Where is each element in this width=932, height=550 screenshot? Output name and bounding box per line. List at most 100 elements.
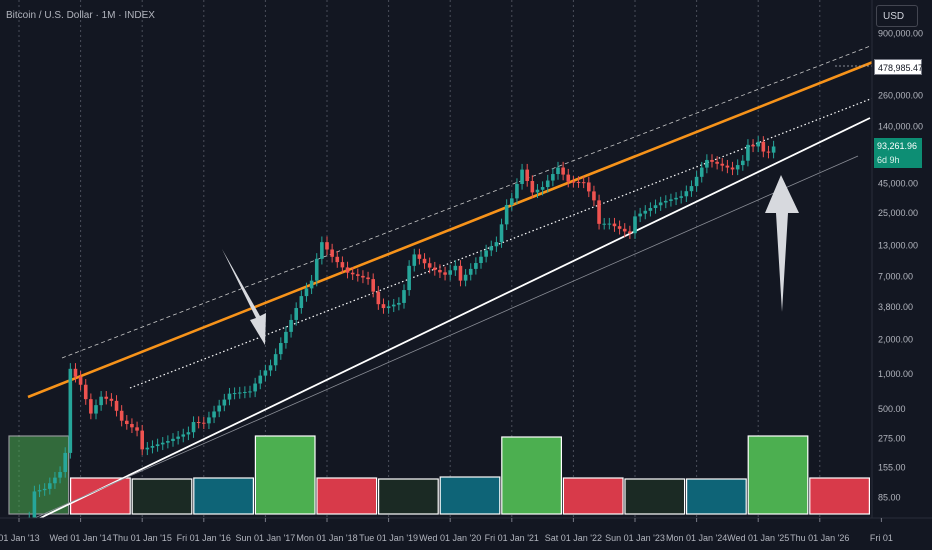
candle-body <box>648 208 653 211</box>
candle-body <box>83 384 88 400</box>
candle-body <box>99 396 103 406</box>
candle-body <box>391 304 396 307</box>
currency-button[interactable]: USD <box>876 5 918 27</box>
x-tick-label: 01 Jan '13 <box>0 533 40 543</box>
candle-body <box>335 256 340 263</box>
candle-body <box>171 438 175 442</box>
candle-body <box>489 246 494 251</box>
candle-body <box>422 258 427 264</box>
candle-body <box>63 452 67 473</box>
candle-body <box>361 275 365 278</box>
resistance-line <box>27 60 874 399</box>
candle-body <box>243 391 247 393</box>
candle-body <box>592 191 596 201</box>
candle-body <box>463 274 468 281</box>
candle-body <box>571 181 576 183</box>
cycle-block <box>254 435 316 515</box>
candle-body <box>551 174 555 181</box>
candle-body <box>222 399 227 406</box>
countdown-label: 6d 9h <box>874 152 922 168</box>
current-price-label: 93,261.96 <box>874 138 922 154</box>
cycle-block <box>378 478 439 515</box>
candle-body <box>345 267 350 273</box>
y-tick-label: 45,000.00 <box>878 178 918 188</box>
candle-body <box>705 159 709 168</box>
x-tick-label: Sun 01 Jan '23 <box>605 533 665 543</box>
candle-body <box>294 308 298 320</box>
candle-body <box>735 165 740 170</box>
upper-dashed-line <box>61 44 874 359</box>
candle-body <box>320 242 324 259</box>
candle-body <box>730 167 735 170</box>
candle-body <box>397 302 401 305</box>
cycle-block <box>193 477 255 515</box>
candle-body <box>340 262 345 268</box>
candle-body <box>227 393 232 400</box>
x-tick-label: Mon 01 Jan '18 <box>296 533 357 543</box>
candle-body <box>679 196 683 198</box>
lower-thin-line <box>29 155 859 521</box>
candle-body <box>237 392 242 394</box>
y-tick-label: 275.00 <box>878 434 906 444</box>
candle-body <box>427 263 432 268</box>
candle-body <box>114 400 119 411</box>
candle-body <box>474 263 478 269</box>
candle-body <box>643 210 648 214</box>
candle-body <box>68 368 73 453</box>
candle-body <box>166 441 170 443</box>
candle-body <box>299 296 304 309</box>
candle-body <box>653 205 658 209</box>
candle-body <box>325 242 329 250</box>
y-tick-label: 13,000.00 <box>878 241 918 251</box>
cycle-block <box>747 435 809 515</box>
candle-body <box>545 180 550 188</box>
candle-body <box>504 204 509 225</box>
candle-body <box>412 254 417 266</box>
candle-body <box>433 267 437 270</box>
candle-body <box>253 383 257 392</box>
chart-title: Bitcoin / U.S. Dollar · 1M · INDEX <box>6 10 155 21</box>
candle-body <box>268 365 273 371</box>
candle-body <box>479 256 483 264</box>
candle-body <box>207 417 211 424</box>
candle-body <box>37 490 42 492</box>
candle-body <box>494 242 499 247</box>
candle-body <box>273 354 278 366</box>
candle-body <box>104 396 109 399</box>
candle-body <box>669 199 673 201</box>
candle-body <box>330 249 334 257</box>
candle-body <box>94 405 98 414</box>
candle-body <box>376 291 381 305</box>
candle-body <box>674 197 678 200</box>
candle-body <box>658 202 663 206</box>
candle-body <box>556 167 560 175</box>
candle-body <box>725 165 730 168</box>
candle-body <box>217 405 221 412</box>
down-arrow-icon <box>222 249 266 345</box>
candle-body <box>720 163 725 166</box>
candle-body <box>468 268 473 275</box>
x-tick-label: Fri 01 Jan '16 <box>177 533 231 543</box>
candle-body <box>284 331 288 344</box>
candle-body <box>443 272 447 275</box>
candle-body <box>125 420 129 425</box>
candle-body <box>119 410 124 421</box>
candle-body <box>196 422 201 424</box>
candle-body <box>407 265 411 291</box>
candle-body <box>89 399 93 414</box>
candle-body <box>746 144 750 161</box>
up-arrow-icon <box>765 175 799 312</box>
candle-body <box>140 430 144 450</box>
x-tick-label: Mon 01 Jan '24 <box>666 533 727 543</box>
cycle-block <box>624 478 686 515</box>
candle-body <box>761 141 766 152</box>
candle-body <box>628 231 632 234</box>
candle-body <box>612 223 617 227</box>
candle-body <box>448 270 452 275</box>
y-tick-label: 260,000.00 <box>878 91 923 101</box>
time-axis-background <box>0 518 932 550</box>
candle-body <box>48 483 52 489</box>
cycle-block <box>501 436 562 515</box>
candle-body <box>710 159 714 162</box>
